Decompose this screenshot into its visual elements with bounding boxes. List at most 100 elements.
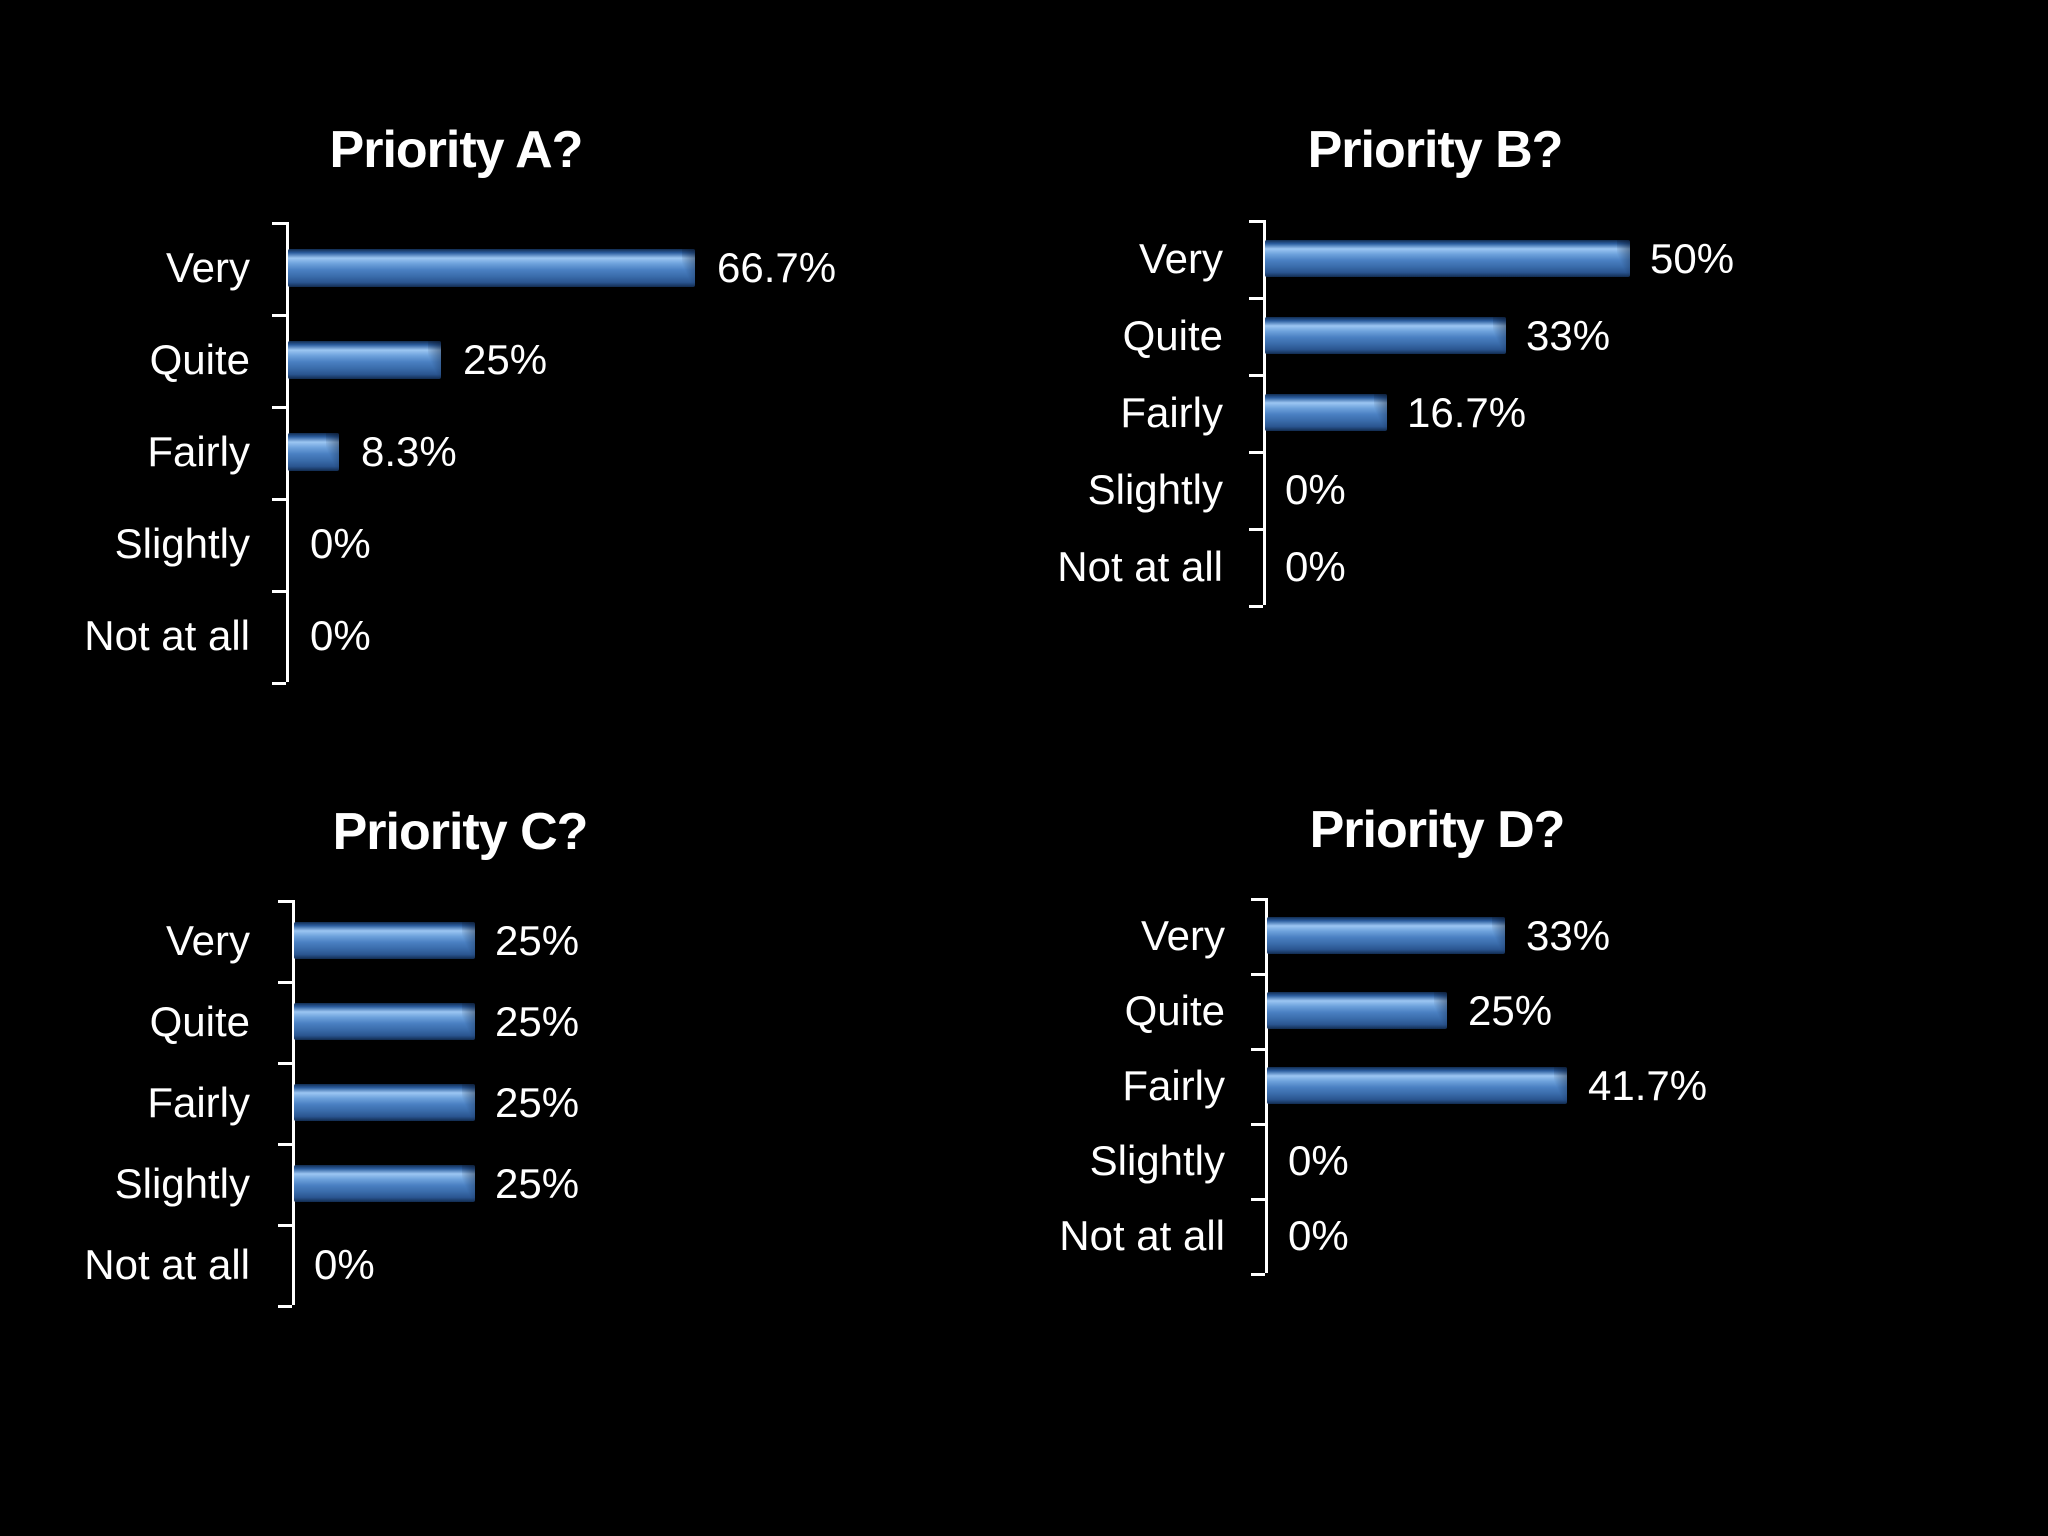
category-label: Not at all xyxy=(1059,1211,1225,1259)
axis-tick xyxy=(1251,1123,1265,1126)
bar xyxy=(1267,992,1447,1029)
value-label: 25% xyxy=(495,1159,580,1207)
bar xyxy=(1265,240,1630,277)
value-label: 0% xyxy=(310,612,371,659)
category-label: Quite xyxy=(149,336,250,383)
bar-endcap-shade xyxy=(682,249,695,287)
axis-tick xyxy=(1249,297,1263,300)
category-label: Fairly xyxy=(147,428,250,475)
category-label: Very xyxy=(165,244,250,291)
bar xyxy=(288,249,695,287)
axis-tick xyxy=(278,1062,292,1065)
axis-tick xyxy=(1251,1048,1265,1051)
y-axis-line xyxy=(1263,220,1266,605)
category-label: Not at all xyxy=(84,1240,250,1288)
value-label: 25% xyxy=(495,916,580,964)
bar xyxy=(288,341,441,379)
value-label: 41.7% xyxy=(1588,1061,1708,1109)
bar xyxy=(294,922,475,959)
axis-tick xyxy=(278,900,292,903)
value-label: 66.7% xyxy=(717,244,837,291)
bar-endcap-shade xyxy=(462,1165,475,1202)
axis-tick xyxy=(1251,1273,1265,1276)
bar xyxy=(288,433,339,471)
axis-tick xyxy=(1251,973,1265,976)
axis-tick xyxy=(272,682,286,685)
category-label: Fairly xyxy=(1120,388,1223,436)
value-label: 0% xyxy=(1285,465,1346,513)
value-label: 33% xyxy=(1526,911,1611,959)
chart-title: Priority C? xyxy=(332,803,589,861)
y-axis-line xyxy=(1265,898,1268,1273)
category-label: Very xyxy=(1138,234,1223,282)
value-label: 33% xyxy=(1526,311,1611,359)
value-label: 0% xyxy=(310,520,371,567)
bar xyxy=(1265,317,1506,354)
value-label: 25% xyxy=(463,336,548,383)
value-label: 25% xyxy=(495,1078,580,1126)
bar xyxy=(294,1165,475,1202)
y-axis-line xyxy=(286,222,289,682)
axis-tick xyxy=(278,1224,292,1227)
axis-tick xyxy=(1249,605,1263,608)
chart-title: Priority D? xyxy=(1309,801,1566,859)
axis-tick xyxy=(272,406,286,409)
value-label: 50% xyxy=(1650,234,1735,282)
bar-endcap-shade xyxy=(1493,317,1506,354)
bar-endcap-shade xyxy=(1617,240,1630,277)
bar-endcap-shade xyxy=(1492,917,1505,954)
bar-endcap-shade xyxy=(1374,394,1387,431)
category-label: Very xyxy=(1140,911,1225,959)
category-label: Not at all xyxy=(1057,542,1223,590)
chart-title: Priority B? xyxy=(1307,121,1564,179)
bar-endcap-shade xyxy=(1554,1067,1567,1104)
bar xyxy=(1265,394,1387,431)
bar-endcap-shade xyxy=(462,1084,475,1121)
category-label: Quite xyxy=(1124,986,1225,1034)
value-label: 0% xyxy=(1288,1136,1349,1184)
category-label: Not at all xyxy=(84,612,250,659)
value-label: 8.3% xyxy=(361,428,457,475)
bar-endcap-shade xyxy=(428,341,441,379)
category-label: Slightly xyxy=(1087,465,1223,513)
axis-tick xyxy=(1251,1198,1265,1201)
category-label: Quite xyxy=(1122,311,1223,359)
category-label: Very xyxy=(165,916,250,964)
axis-tick xyxy=(1249,528,1263,531)
bar xyxy=(1267,1067,1567,1104)
value-label: 25% xyxy=(495,997,580,1045)
bar-endcap-shade xyxy=(326,433,339,471)
axis-tick xyxy=(1249,220,1263,223)
category-label: Fairly xyxy=(1122,1061,1225,1109)
category-label: Slightly xyxy=(1089,1136,1225,1184)
axis-tick xyxy=(272,222,286,225)
value-label: 25% xyxy=(1468,986,1553,1034)
y-axis-line xyxy=(292,900,295,1305)
bar xyxy=(294,1084,475,1121)
axis-tick xyxy=(272,314,286,317)
bar-endcap-shade xyxy=(462,922,475,959)
chart-title: Priority A? xyxy=(329,121,584,179)
value-label: 0% xyxy=(1285,542,1346,590)
bar-endcap-shade xyxy=(462,1003,475,1040)
bar xyxy=(1267,917,1505,954)
bar xyxy=(294,1003,475,1040)
axis-tick xyxy=(278,981,292,984)
category-label: Quite xyxy=(149,997,250,1045)
axis-tick xyxy=(1251,898,1265,901)
category-label: Slightly xyxy=(114,1159,250,1207)
value-label: 16.7% xyxy=(1407,388,1527,436)
category-label: Fairly xyxy=(147,1078,250,1126)
category-label: Slightly xyxy=(114,520,250,567)
axis-tick xyxy=(278,1143,292,1146)
axis-tick xyxy=(1249,451,1263,454)
value-label: 0% xyxy=(1288,1211,1349,1259)
axis-tick xyxy=(1249,374,1263,377)
axis-tick xyxy=(272,590,286,593)
axis-tick xyxy=(278,1305,292,1308)
